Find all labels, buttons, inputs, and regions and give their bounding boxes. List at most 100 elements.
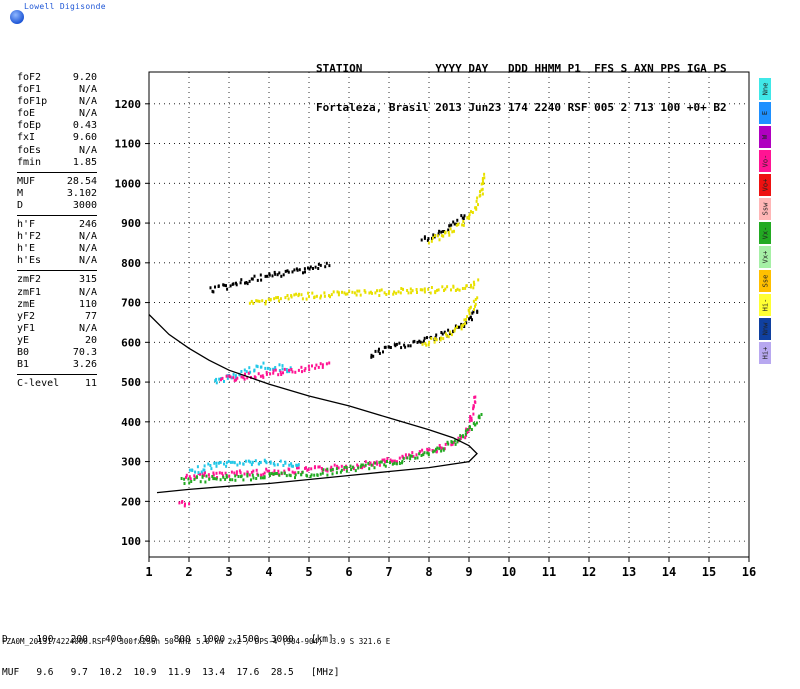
echo-point [301, 370, 303, 374]
y-tick-label: 900 [121, 217, 141, 230]
echo-point [337, 466, 340, 470]
param-row-zmf1: zmF1 N/A [17, 287, 97, 299]
echo-point [269, 297, 272, 301]
echo-point [466, 315, 469, 319]
echo-point [268, 474, 271, 477]
x-tick-label: 15 [702, 565, 716, 579]
echo-point [185, 475, 187, 479]
echo-point [416, 340, 419, 344]
echo-point [459, 434, 462, 438]
echo-point [426, 239, 429, 242]
echo-point [364, 463, 367, 467]
echo-point [207, 473, 210, 477]
echo-point [236, 463, 239, 467]
echo-point [225, 464, 228, 468]
echo-point [313, 295, 316, 299]
echo-point [253, 274, 256, 278]
echo-point [382, 350, 384, 354]
param-key: zmE [17, 298, 36, 310]
echo-point [440, 336, 443, 340]
echo-point [273, 469, 276, 473]
echo-point [294, 473, 297, 477]
echo-point [420, 454, 423, 457]
echo-point [239, 471, 242, 475]
echo-point [199, 480, 202, 484]
echo-point [274, 272, 277, 276]
muf-table: D 100 200 400 600 800 1000 1500 3000 [km… [2, 612, 339, 689]
echo-point [261, 374, 264, 378]
echo-point [481, 177, 484, 180]
echo-point [472, 286, 475, 290]
echo-point [401, 459, 404, 463]
echo-point [199, 472, 201, 476]
echo-point [271, 274, 274, 278]
echo-point [265, 467, 268, 471]
echo-point [369, 461, 372, 465]
echo-point [445, 334, 448, 338]
echo-point [184, 502, 186, 506]
param-key: foF1 [17, 84, 42, 96]
echo-point [308, 267, 311, 271]
echo-point [196, 465, 199, 469]
param-row-zme: zmE 110 [17, 299, 97, 311]
param-row-he: h'E N/A [17, 243, 97, 255]
echo-point [435, 447, 437, 451]
echo-point [268, 472, 271, 476]
echo-point [452, 285, 455, 289]
echo-point [422, 339, 425, 343]
echo-point [452, 329, 455, 333]
param-row-hf2: h'F2 N/A [17, 231, 97, 243]
echo-point [201, 475, 204, 479]
echo-point [409, 454, 412, 458]
echo-point [286, 294, 289, 297]
param-key: yF1 [17, 322, 36, 334]
echo-point [191, 469, 194, 472]
echo-point [447, 231, 450, 234]
echo-point [458, 325, 461, 329]
param-value: 3.102 [66, 187, 97, 199]
echo-point [378, 463, 381, 467]
echo-point [446, 285, 449, 289]
echo-point [360, 463, 363, 467]
echo-point [240, 370, 243, 373]
echo-point [207, 462, 210, 466]
echo-point [234, 478, 237, 482]
echo-point [474, 400, 477, 404]
echo-point [454, 327, 457, 331]
echo-point [291, 270, 294, 274]
echo-point [393, 290, 396, 294]
echo-point [209, 464, 212, 467]
echo-point [251, 473, 254, 477]
echo-point [468, 312, 471, 315]
echo-point [297, 463, 300, 467]
echo-point [474, 302, 477, 306]
echo-point [483, 176, 486, 180]
echo-point [274, 472, 277, 476]
echo-point [278, 473, 281, 477]
echo-point [475, 199, 478, 203]
echo-point [480, 182, 483, 186]
echo-point [280, 274, 283, 278]
echo-point [427, 237, 430, 240]
echo-point [343, 465, 346, 469]
legend-item-vo-3: Vo- [759, 150, 771, 172]
echo-point [468, 317, 471, 321]
echo-point [298, 268, 301, 272]
echo-point [467, 308, 470, 312]
param-row-d: D 3000 [17, 200, 97, 212]
echo-point [272, 369, 275, 373]
echo-point [449, 227, 452, 231]
legend-item-hi-11: Hi+ [759, 342, 771, 364]
echo-point [444, 442, 447, 446]
echo-point [471, 311, 474, 315]
echo-point [194, 470, 197, 474]
echo-point [291, 470, 294, 474]
echo-trace-4 [220, 361, 331, 383]
echo-point [282, 273, 285, 277]
x-tick-label: 11 [542, 565, 556, 579]
echo-point [265, 299, 267, 303]
echo-point [381, 458, 384, 462]
echo-point [421, 342, 424, 346]
echo-point [266, 274, 269, 278]
echo-point [474, 304, 476, 308]
